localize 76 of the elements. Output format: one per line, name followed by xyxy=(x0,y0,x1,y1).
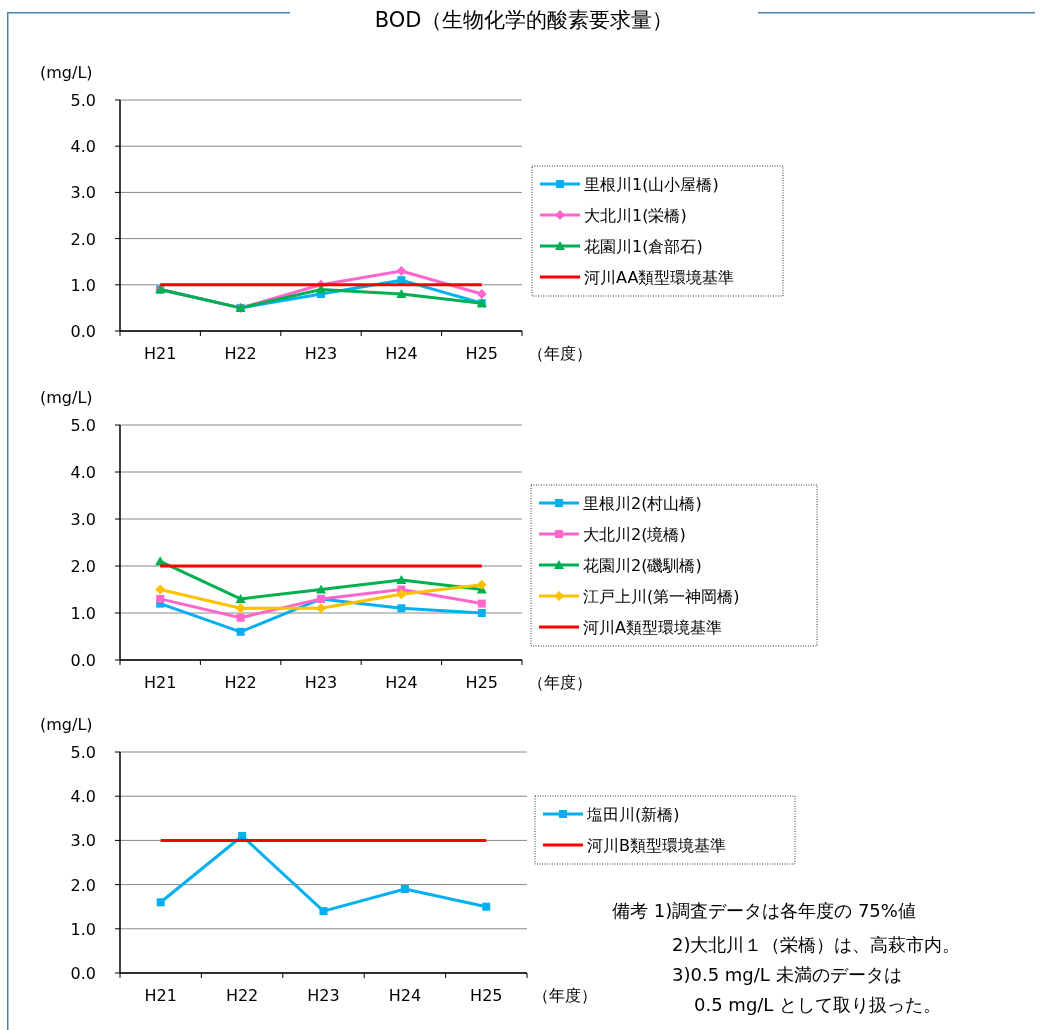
point xyxy=(396,589,407,600)
point xyxy=(396,575,407,585)
text: 3)0.5 mg/L 未満のデータは xyxy=(672,964,902,985)
y-tick-label: 3.0 xyxy=(70,831,96,851)
x-tick-label: H25 xyxy=(470,986,503,1005)
y-axis-title: (mg/L) xyxy=(40,63,93,82)
text: 備考 1)調査データは各年度の 75%値 xyxy=(612,900,916,921)
y-tick-label: 0.0 xyxy=(70,651,96,670)
point xyxy=(155,584,166,595)
x-tick-label: H22 xyxy=(224,673,257,692)
x-tick-label: H23 xyxy=(307,986,340,1005)
point xyxy=(482,902,491,911)
legend-label: 花園川1(倉部石) xyxy=(584,237,703,256)
y-tick-label: 2.0 xyxy=(70,875,96,895)
legend-label: 江戸上川(第一神岡橋) xyxy=(583,587,740,606)
legend-label: 里根川1(山小屋橋) xyxy=(584,175,719,194)
y-tick-label: 4.0 xyxy=(70,137,96,157)
y-tick-label: 5.0 xyxy=(70,416,96,435)
y-tick-label: 0.0 xyxy=(70,322,96,341)
point xyxy=(477,599,486,608)
legend-label: 大北川2(境橋) xyxy=(583,525,686,544)
point xyxy=(316,603,326,614)
point xyxy=(476,289,487,300)
legend-label: 河川AA類型環境基準 xyxy=(584,268,735,287)
legend-label: 塩田川(新橋) xyxy=(586,805,680,824)
y-tick-label: 5.0 xyxy=(70,91,96,110)
y-tick-label: 4.0 xyxy=(70,463,96,482)
point xyxy=(316,584,326,594)
y-axis-title: (mg/L) xyxy=(40,715,93,734)
y-tick-label: 3.0 xyxy=(70,510,96,529)
legend-label: 河川B類型環境基準 xyxy=(587,836,726,855)
x-tick-label: H25 xyxy=(465,673,498,692)
y-tick-label: 2.0 xyxy=(70,557,96,576)
x-tick-label: H24 xyxy=(385,673,418,692)
point xyxy=(476,579,487,590)
y-tick-label: 1.0 xyxy=(70,604,96,623)
point xyxy=(477,609,486,617)
point xyxy=(156,594,165,603)
chart-title: BOD（生物化学的酸素要求量） xyxy=(374,8,674,32)
x-tick-label: H21 xyxy=(144,986,177,1005)
point xyxy=(235,603,246,614)
point xyxy=(319,907,328,916)
text: 2)大北川１（栄橋）は、高萩市内。 xyxy=(672,934,961,955)
point xyxy=(156,898,165,907)
x-tick-label: H21 xyxy=(144,673,177,692)
legend-label: 花園川2(磯馴橋) xyxy=(583,556,702,575)
legend-label: 河川A類型環境基準 xyxy=(583,618,722,637)
y-tick-label: 4.0 xyxy=(70,787,96,807)
point xyxy=(400,885,409,894)
x-tick-label: H24 xyxy=(385,344,418,363)
legend-label: 大北川1(栄橋) xyxy=(584,206,687,225)
y-tick-label: 1.0 xyxy=(70,919,96,939)
x-axis-title: （年度） xyxy=(533,986,597,1005)
y-axis-title: (mg/L) xyxy=(40,388,93,407)
x-axis-title: （年度） xyxy=(528,673,592,692)
point xyxy=(396,289,407,299)
x-axis-title: （年度） xyxy=(528,344,592,363)
x-tick-label: H23 xyxy=(304,344,338,363)
x-tick-label: H22 xyxy=(224,344,257,363)
x-tick-label: H25 xyxy=(465,344,498,363)
x-tick-label: H22 xyxy=(225,986,259,1005)
y-tick-label: 3.0 xyxy=(70,183,96,203)
point xyxy=(236,613,245,622)
point xyxy=(235,593,246,603)
text: 0.5 mg/L として取り扱った。 xyxy=(694,994,942,1015)
y-tick-label: 2.0 xyxy=(70,229,96,249)
x-tick-label: H23 xyxy=(304,673,338,692)
point xyxy=(236,627,245,636)
y-tick-label: 1.0 xyxy=(70,275,96,295)
y-tick-label: 0.0 xyxy=(70,964,96,983)
point xyxy=(396,265,407,276)
x-tick-label: H24 xyxy=(388,986,422,1005)
y-tick-label: 5.0 xyxy=(70,743,96,762)
point xyxy=(397,604,406,613)
legend-label: 里根川2(村山橋) xyxy=(583,494,702,513)
x-tick-label: H21 xyxy=(144,344,177,363)
